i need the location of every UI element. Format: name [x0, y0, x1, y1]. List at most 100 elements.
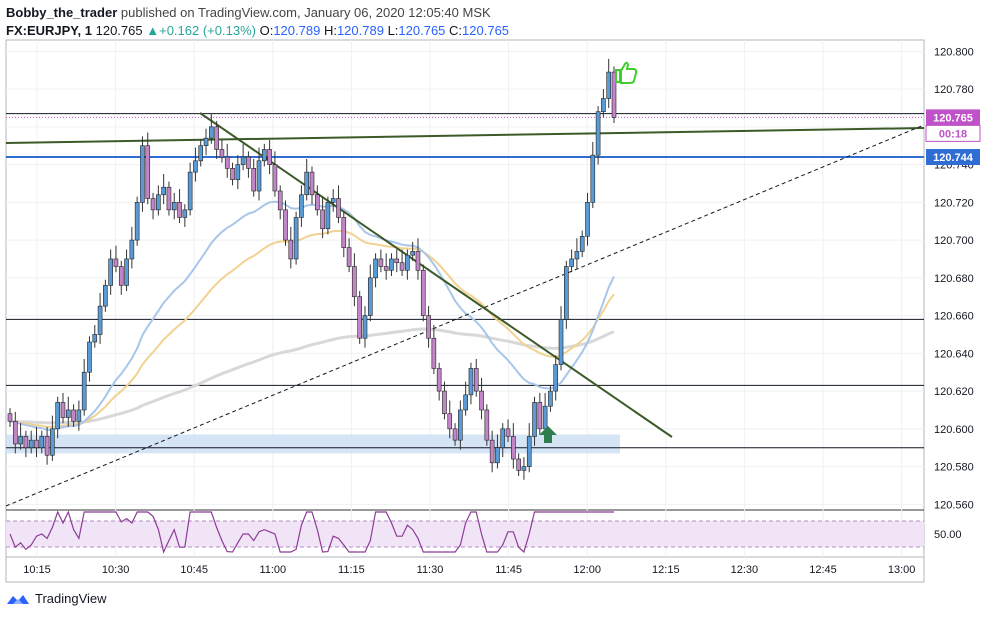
candle-body — [362, 315, 368, 339]
candle-body — [595, 111, 601, 156]
close-value: 120.765 — [462, 23, 510, 38]
ema-blue-line — [9, 200, 615, 431]
trendline-dashed — [5, 124, 925, 507]
candle-body — [28, 439, 34, 449]
up-arrow-icon — [539, 426, 557, 443]
candle-body — [140, 145, 145, 203]
candle-body — [553, 364, 559, 392]
candle-body — [214, 126, 219, 150]
tradingview-logo-icon — [7, 594, 29, 604]
x-tick-label: 12:30 — [731, 564, 759, 576]
candle-body — [500, 428, 506, 449]
candle-body — [103, 285, 108, 307]
candle-body — [108, 258, 113, 286]
candle-body — [256, 160, 262, 192]
candle-body — [288, 239, 294, 260]
candle-body — [325, 202, 331, 230]
trendline-descending — [199, 112, 673, 438]
candle-body — [92, 334, 98, 343]
y-tick-label: 120.560 — [934, 499, 974, 511]
candle-body — [293, 217, 299, 260]
candle-body — [458, 409, 463, 441]
x-tick-label: 11:15 — [338, 564, 365, 576]
high-label: H: — [323, 23, 337, 38]
publish-line: Bobby_the_trader published on TradingVie… — [6, 4, 509, 22]
candle-body — [548, 390, 553, 407]
candle-body — [71, 409, 76, 422]
candle-body — [495, 447, 500, 464]
candle-body — [526, 436, 532, 467]
candle-body — [76, 409, 82, 422]
candle-body — [18, 436, 23, 445]
y-tick-label: 120.720 — [934, 197, 974, 209]
y-tick-label: 120.660 — [934, 311, 974, 323]
candle-body — [224, 156, 230, 169]
x-tick-label: 12:45 — [809, 564, 837, 576]
candle-body — [193, 160, 198, 173]
candle-body — [267, 149, 272, 165]
candle-body — [505, 428, 511, 437]
candle-body — [87, 341, 92, 373]
candle-body — [521, 466, 527, 471]
support-zone — [6, 434, 620, 454]
y-tick-label: 120.680 — [934, 273, 974, 285]
level-tag-bg — [926, 149, 980, 166]
candle-body — [166, 186, 172, 211]
candle-body — [606, 71, 612, 99]
candle-body — [352, 266, 357, 298]
brand-name[interactable]: TradingView — [35, 591, 107, 606]
candle-body — [463, 394, 468, 411]
x-tick-label: 11:45 — [495, 564, 522, 576]
candle-body — [304, 171, 310, 196]
countdown-label: 00:18 — [939, 128, 967, 140]
ema-gold-line — [9, 229, 615, 428]
candle-body — [44, 436, 50, 456]
candle-body — [50, 428, 55, 456]
author-name[interactable]: Bobby_the_trader — [6, 5, 118, 20]
candle-body — [177, 202, 182, 218]
candle-body — [590, 154, 596, 203]
thumbs-up-icon — [615, 61, 638, 84]
candle-body — [399, 262, 405, 271]
price-tag: 120.765 — [933, 112, 973, 124]
candle-body — [436, 368, 442, 392]
price-change: +0.162 (+0.13%) — [159, 23, 256, 38]
candle-body — [251, 168, 257, 192]
candle-body — [118, 266, 124, 286]
candle-body — [129, 239, 135, 260]
candle-body — [124, 258, 129, 286]
candle-body — [357, 296, 362, 339]
candle-body — [346, 247, 352, 267]
candle-body — [314, 194, 320, 211]
candle-body — [420, 269, 426, 316]
candle-body — [564, 266, 569, 320]
candle-body — [452, 428, 458, 441]
candle-body — [336, 198, 341, 218]
change-up-icon: ▲ — [146, 23, 160, 38]
candle-body — [383, 266, 389, 271]
candle-body — [161, 186, 166, 196]
candle-body — [235, 164, 241, 180]
candle-body — [198, 145, 204, 162]
candle-body — [219, 149, 225, 158]
x-tick-label: 10:30 — [102, 564, 130, 576]
candle-body — [309, 171, 315, 196]
level-tag: 120.744 — [933, 152, 974, 164]
candle-body — [378, 258, 384, 267]
x-tick-label: 10:45 — [180, 564, 208, 576]
candle-body — [410, 251, 415, 256]
trendline-horizontal — [5, 127, 925, 144]
candle-body — [537, 402, 543, 430]
x-tick-label: 10:15 — [23, 564, 51, 576]
candle-body — [601, 98, 606, 113]
rsi-line — [9, 510, 614, 554]
candle-body — [97, 305, 103, 335]
candle-body — [262, 149, 267, 162]
candle-body — [367, 277, 373, 316]
candle-body — [39, 436, 45, 449]
candle-body — [479, 390, 484, 411]
candle-body — [579, 236, 585, 252]
y-tick-label: 120.780 — [934, 84, 974, 96]
low-value: 120.765 — [398, 23, 446, 38]
